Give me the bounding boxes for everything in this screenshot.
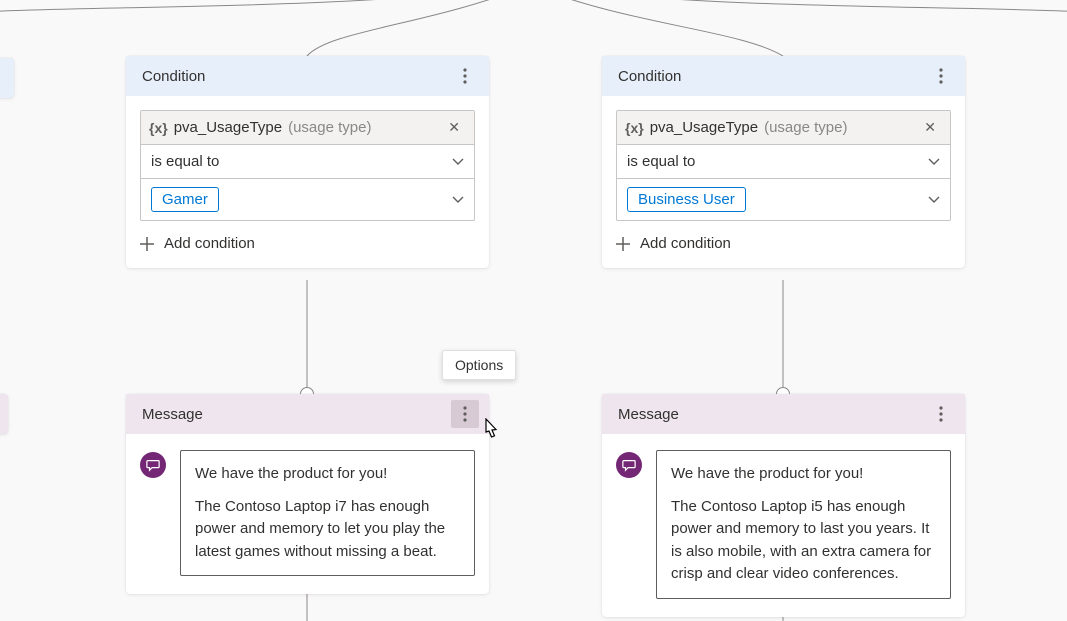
vertical-dots-icon	[463, 406, 467, 422]
message-card[interactable]: Message We have the product for you! The…	[126, 394, 489, 594]
clear-variable-button[interactable]: ✕	[918, 117, 942, 138]
plus-icon	[140, 237, 154, 251]
message-text-box[interactable]: We have the product for you! The Contoso…	[180, 450, 475, 576]
bot-message-icon[interactable]	[616, 452, 642, 478]
message-line: The Contoso Laptop i5 has enough power a…	[671, 496, 936, 586]
value-chip: Gamer	[151, 187, 219, 212]
variable-tag: {x}	[625, 120, 644, 136]
operator-dropdown[interactable]: is equal to	[141, 145, 474, 179]
chevron-down-icon	[928, 191, 940, 208]
message-body: We have the product for you! The Contoso…	[602, 434, 965, 617]
add-condition-label: Add condition	[164, 235, 255, 252]
add-condition-button[interactable]: Add condition	[140, 235, 475, 252]
condition-card[interactable]: Condition {x} pva_UsageType (usage type)…	[602, 56, 965, 268]
add-condition-button[interactable]: Add condition	[616, 235, 951, 252]
value-dropdown[interactable]: Gamer	[141, 179, 474, 220]
chevron-down-icon	[928, 153, 940, 170]
condition-title: Condition	[618, 68, 681, 85]
vertical-dots-icon	[939, 406, 943, 422]
more-options-button[interactable]	[451, 400, 479, 428]
condition-header: Condition	[602, 56, 965, 96]
condition-expression: {x} pva_UsageType (usage type) ✕ is equa…	[140, 110, 475, 221]
variable-hint: (usage type)	[288, 119, 371, 136]
variable-name: pva_UsageType	[650, 119, 758, 136]
chevron-down-icon	[452, 153, 464, 170]
value-dropdown[interactable]: Business User	[617, 179, 950, 220]
vertical-dots-icon	[939, 68, 943, 84]
message-card[interactable]: Message We have the product for you! The…	[602, 394, 965, 617]
offscreen-card	[0, 394, 8, 434]
message-header: Message	[126, 394, 489, 434]
operator-label: is equal to	[627, 153, 695, 170]
message-text-box[interactable]: We have the product for you! The Contoso…	[656, 450, 951, 599]
add-condition-label: Add condition	[640, 235, 731, 252]
condition-title: Condition	[142, 68, 205, 85]
more-options-button[interactable]	[927, 62, 955, 90]
condition-header: Condition	[126, 56, 489, 96]
plus-icon	[616, 237, 630, 251]
condition-card[interactable]: Condition {x} pva_UsageType (usage type)…	[126, 56, 489, 268]
variable-hint: (usage type)	[764, 119, 847, 136]
options-tooltip: Options	[442, 350, 516, 380]
message-line: We have the product for you!	[671, 463, 936, 486]
condition-body: {x} pva_UsageType (usage type) ✕ is equa…	[126, 96, 489, 268]
operator-label: is equal to	[151, 153, 219, 170]
condition-body: {x} pva_UsageType (usage type) ✕ is equa…	[602, 96, 965, 268]
operator-dropdown[interactable]: is equal to	[617, 145, 950, 179]
variable-picker[interactable]: {x} pva_UsageType (usage type) ✕	[617, 111, 950, 145]
message-title: Message	[618, 406, 679, 423]
tooltip-text: Options	[455, 357, 503, 373]
offscreen-card	[0, 58, 14, 98]
message-body: We have the product for you! The Contoso…	[126, 434, 489, 594]
message-line: We have the product for you!	[195, 463, 460, 486]
message-title: Message	[142, 406, 203, 423]
chevron-down-icon	[452, 191, 464, 208]
value-chip: Business User	[627, 187, 746, 212]
vertical-dots-icon	[463, 68, 467, 84]
clear-variable-button[interactable]: ✕	[442, 117, 466, 138]
more-options-button[interactable]	[927, 400, 955, 428]
condition-expression: {x} pva_UsageType (usage type) ✕ is equa…	[616, 110, 951, 221]
message-line: The Contoso Laptop i7 has enough power a…	[195, 496, 460, 564]
bot-message-icon[interactable]	[140, 452, 166, 478]
variable-name: pva_UsageType	[174, 119, 282, 136]
more-options-button[interactable]	[451, 62, 479, 90]
variable-tag: {x}	[149, 120, 168, 136]
variable-picker[interactable]: {x} pva_UsageType (usage type) ✕	[141, 111, 474, 145]
message-header: Message	[602, 394, 965, 434]
